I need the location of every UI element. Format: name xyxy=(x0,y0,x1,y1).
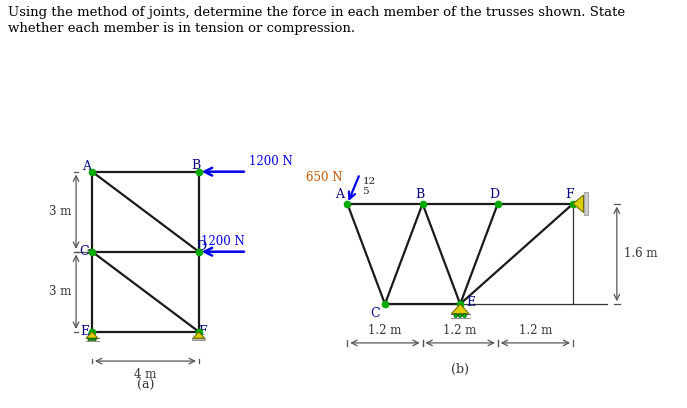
Circle shape xyxy=(463,314,466,317)
Text: 1.2 m: 1.2 m xyxy=(519,324,552,337)
Bar xyxy=(583,192,588,215)
Text: 4 m: 4 m xyxy=(134,368,157,381)
Text: F: F xyxy=(199,325,207,338)
Text: 1.2 m: 1.2 m xyxy=(444,324,477,337)
Text: 12: 12 xyxy=(363,177,376,186)
Circle shape xyxy=(454,314,458,317)
Text: whether each member is in tension or compression.: whether each member is in tension or com… xyxy=(8,22,355,35)
Text: A: A xyxy=(82,160,91,173)
Text: E: E xyxy=(80,325,89,338)
Text: 1.6 m: 1.6 m xyxy=(624,247,658,260)
Text: E: E xyxy=(466,296,475,309)
Circle shape xyxy=(458,314,462,317)
Text: B: B xyxy=(415,188,424,201)
Polygon shape xyxy=(193,332,205,338)
Polygon shape xyxy=(451,304,469,314)
Polygon shape xyxy=(86,332,98,338)
Text: B: B xyxy=(192,159,201,172)
Text: (b): (b) xyxy=(451,364,469,376)
Text: 650 N: 650 N xyxy=(306,171,342,184)
Text: 1.2 m: 1.2 m xyxy=(368,324,402,337)
Text: 1200 N: 1200 N xyxy=(201,235,245,248)
Text: C: C xyxy=(79,245,89,258)
Text: 5: 5 xyxy=(363,187,369,197)
Circle shape xyxy=(94,338,96,341)
Text: F: F xyxy=(565,188,574,201)
Text: C: C xyxy=(371,307,381,320)
Text: 1200 N: 1200 N xyxy=(249,155,293,169)
Text: Using the method of joints, determine the force in each member of the trusses sh: Using the method of joints, determine th… xyxy=(8,6,625,19)
Text: 3 m: 3 m xyxy=(49,285,71,298)
Bar xyxy=(192,338,205,340)
Text: D: D xyxy=(490,188,499,201)
Text: D: D xyxy=(196,240,206,253)
Circle shape xyxy=(88,338,90,341)
Text: (a): (a) xyxy=(137,379,154,392)
Text: A: A xyxy=(335,188,344,201)
Text: 3 m: 3 m xyxy=(49,205,71,218)
Polygon shape xyxy=(573,195,583,213)
Circle shape xyxy=(91,338,93,341)
